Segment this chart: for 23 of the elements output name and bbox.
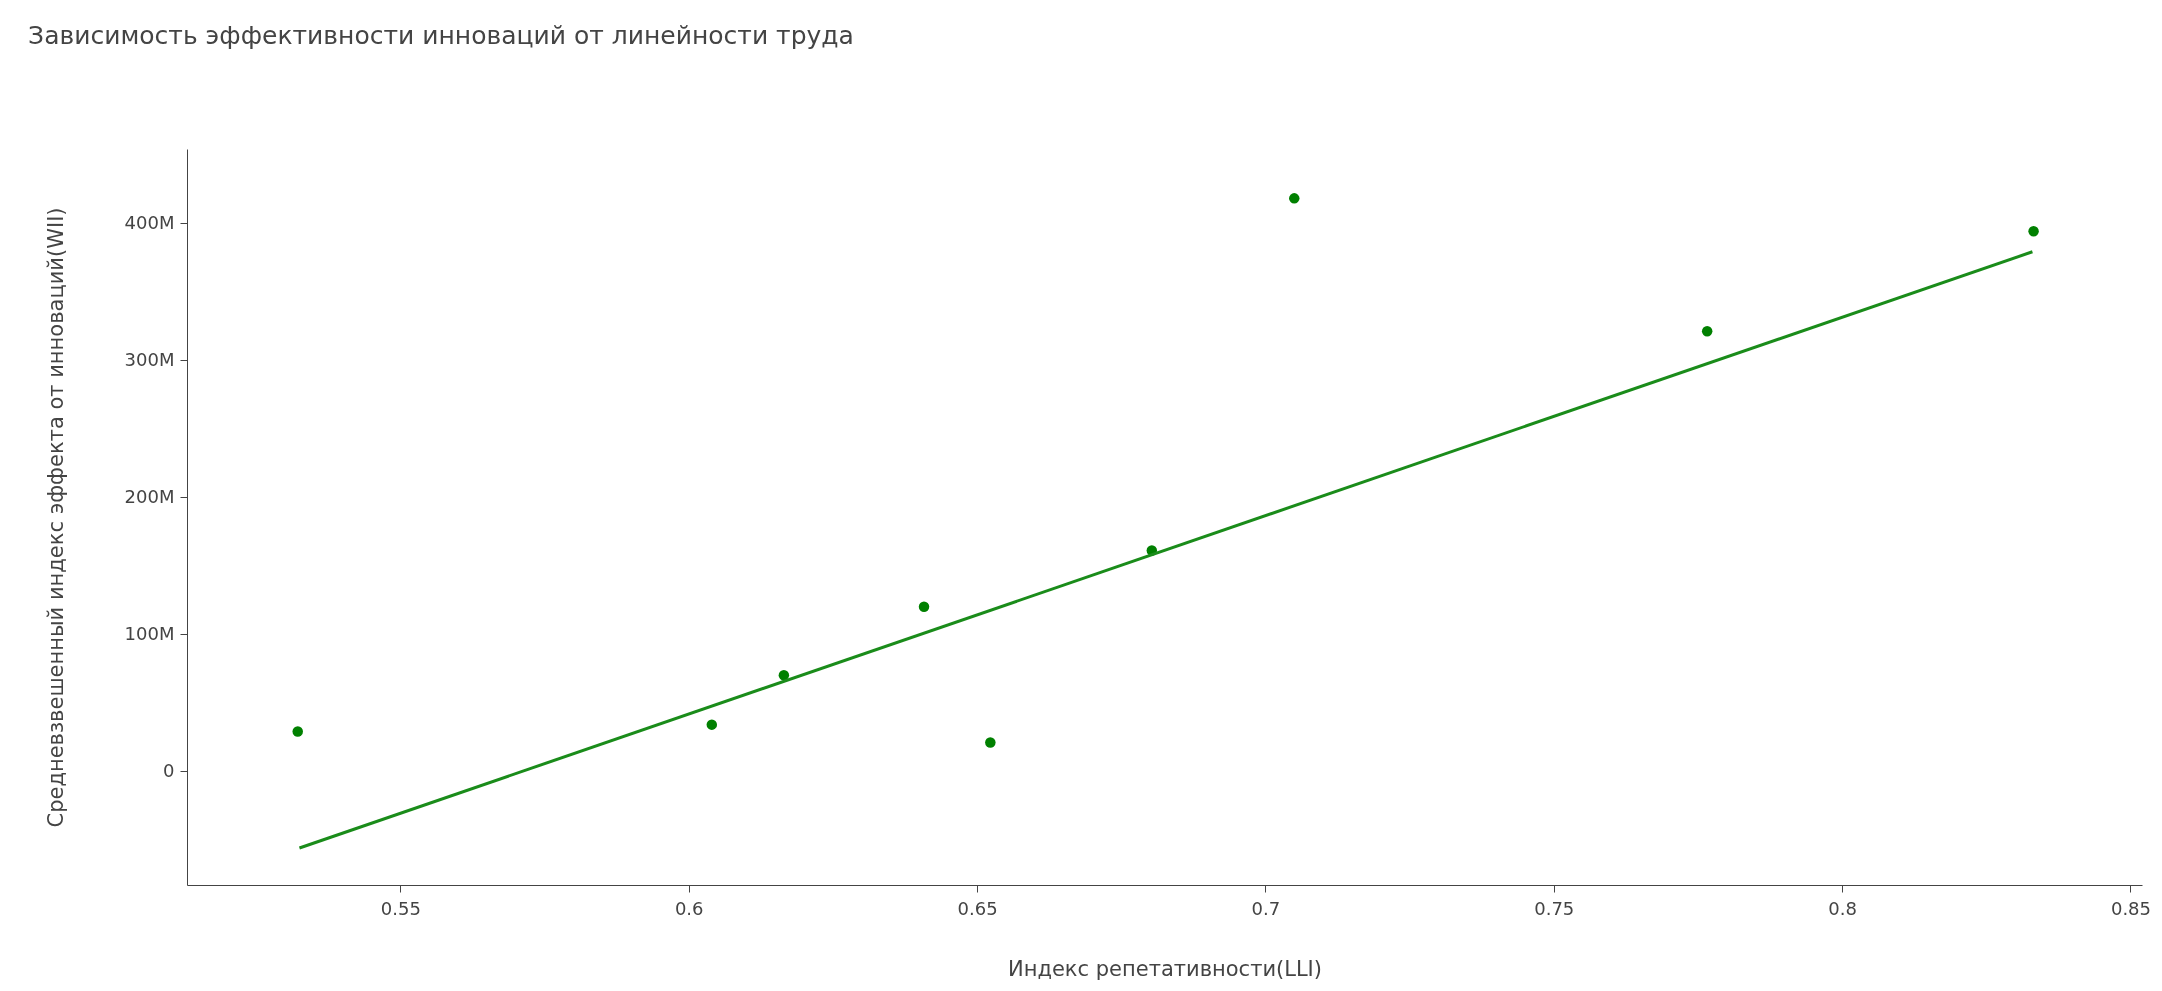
- y-axis-title: Средневзвешенный индекс эффекта от инноваций(WII): [43, 207, 68, 828]
- x-tick-label: 0.75: [1534, 897, 1575, 919]
- point: [2028, 226, 2039, 237]
- y-tick-label: 400M: [124, 211, 175, 233]
- point: [918, 601, 930, 613]
- x-tick-label: 0.85: [2110, 897, 2152, 919]
- y-tick-label: 300M: [124, 348, 175, 370]
- x-tick-label: 0.8: [1828, 897, 1857, 919]
- point: [1289, 193, 1300, 204]
- point: [1701, 326, 1713, 337]
- x-tick-label: 0.7: [1251, 897, 1281, 919]
- x-tick-label: 0.6: [674, 897, 704, 919]
- point: [706, 719, 718, 730]
- x-tick-label: 0.55: [380, 897, 421, 919]
- y-tick-label: 100M: [124, 622, 175, 644]
- y-tick-label: 200M: [124, 485, 175, 507]
- x-axis-title: Индекс репетативности(LLI): [1007, 956, 1323, 981]
- chart-title: Зависимость эффективности инноваций от линейности труда: [28, 21, 854, 50]
- x-tick-label: 0.65: [957, 897, 998, 919]
- point: [778, 670, 790, 681]
- y-tick-label: 0: [163, 759, 175, 781]
- point: [292, 726, 303, 737]
- point: [985, 737, 996, 748]
